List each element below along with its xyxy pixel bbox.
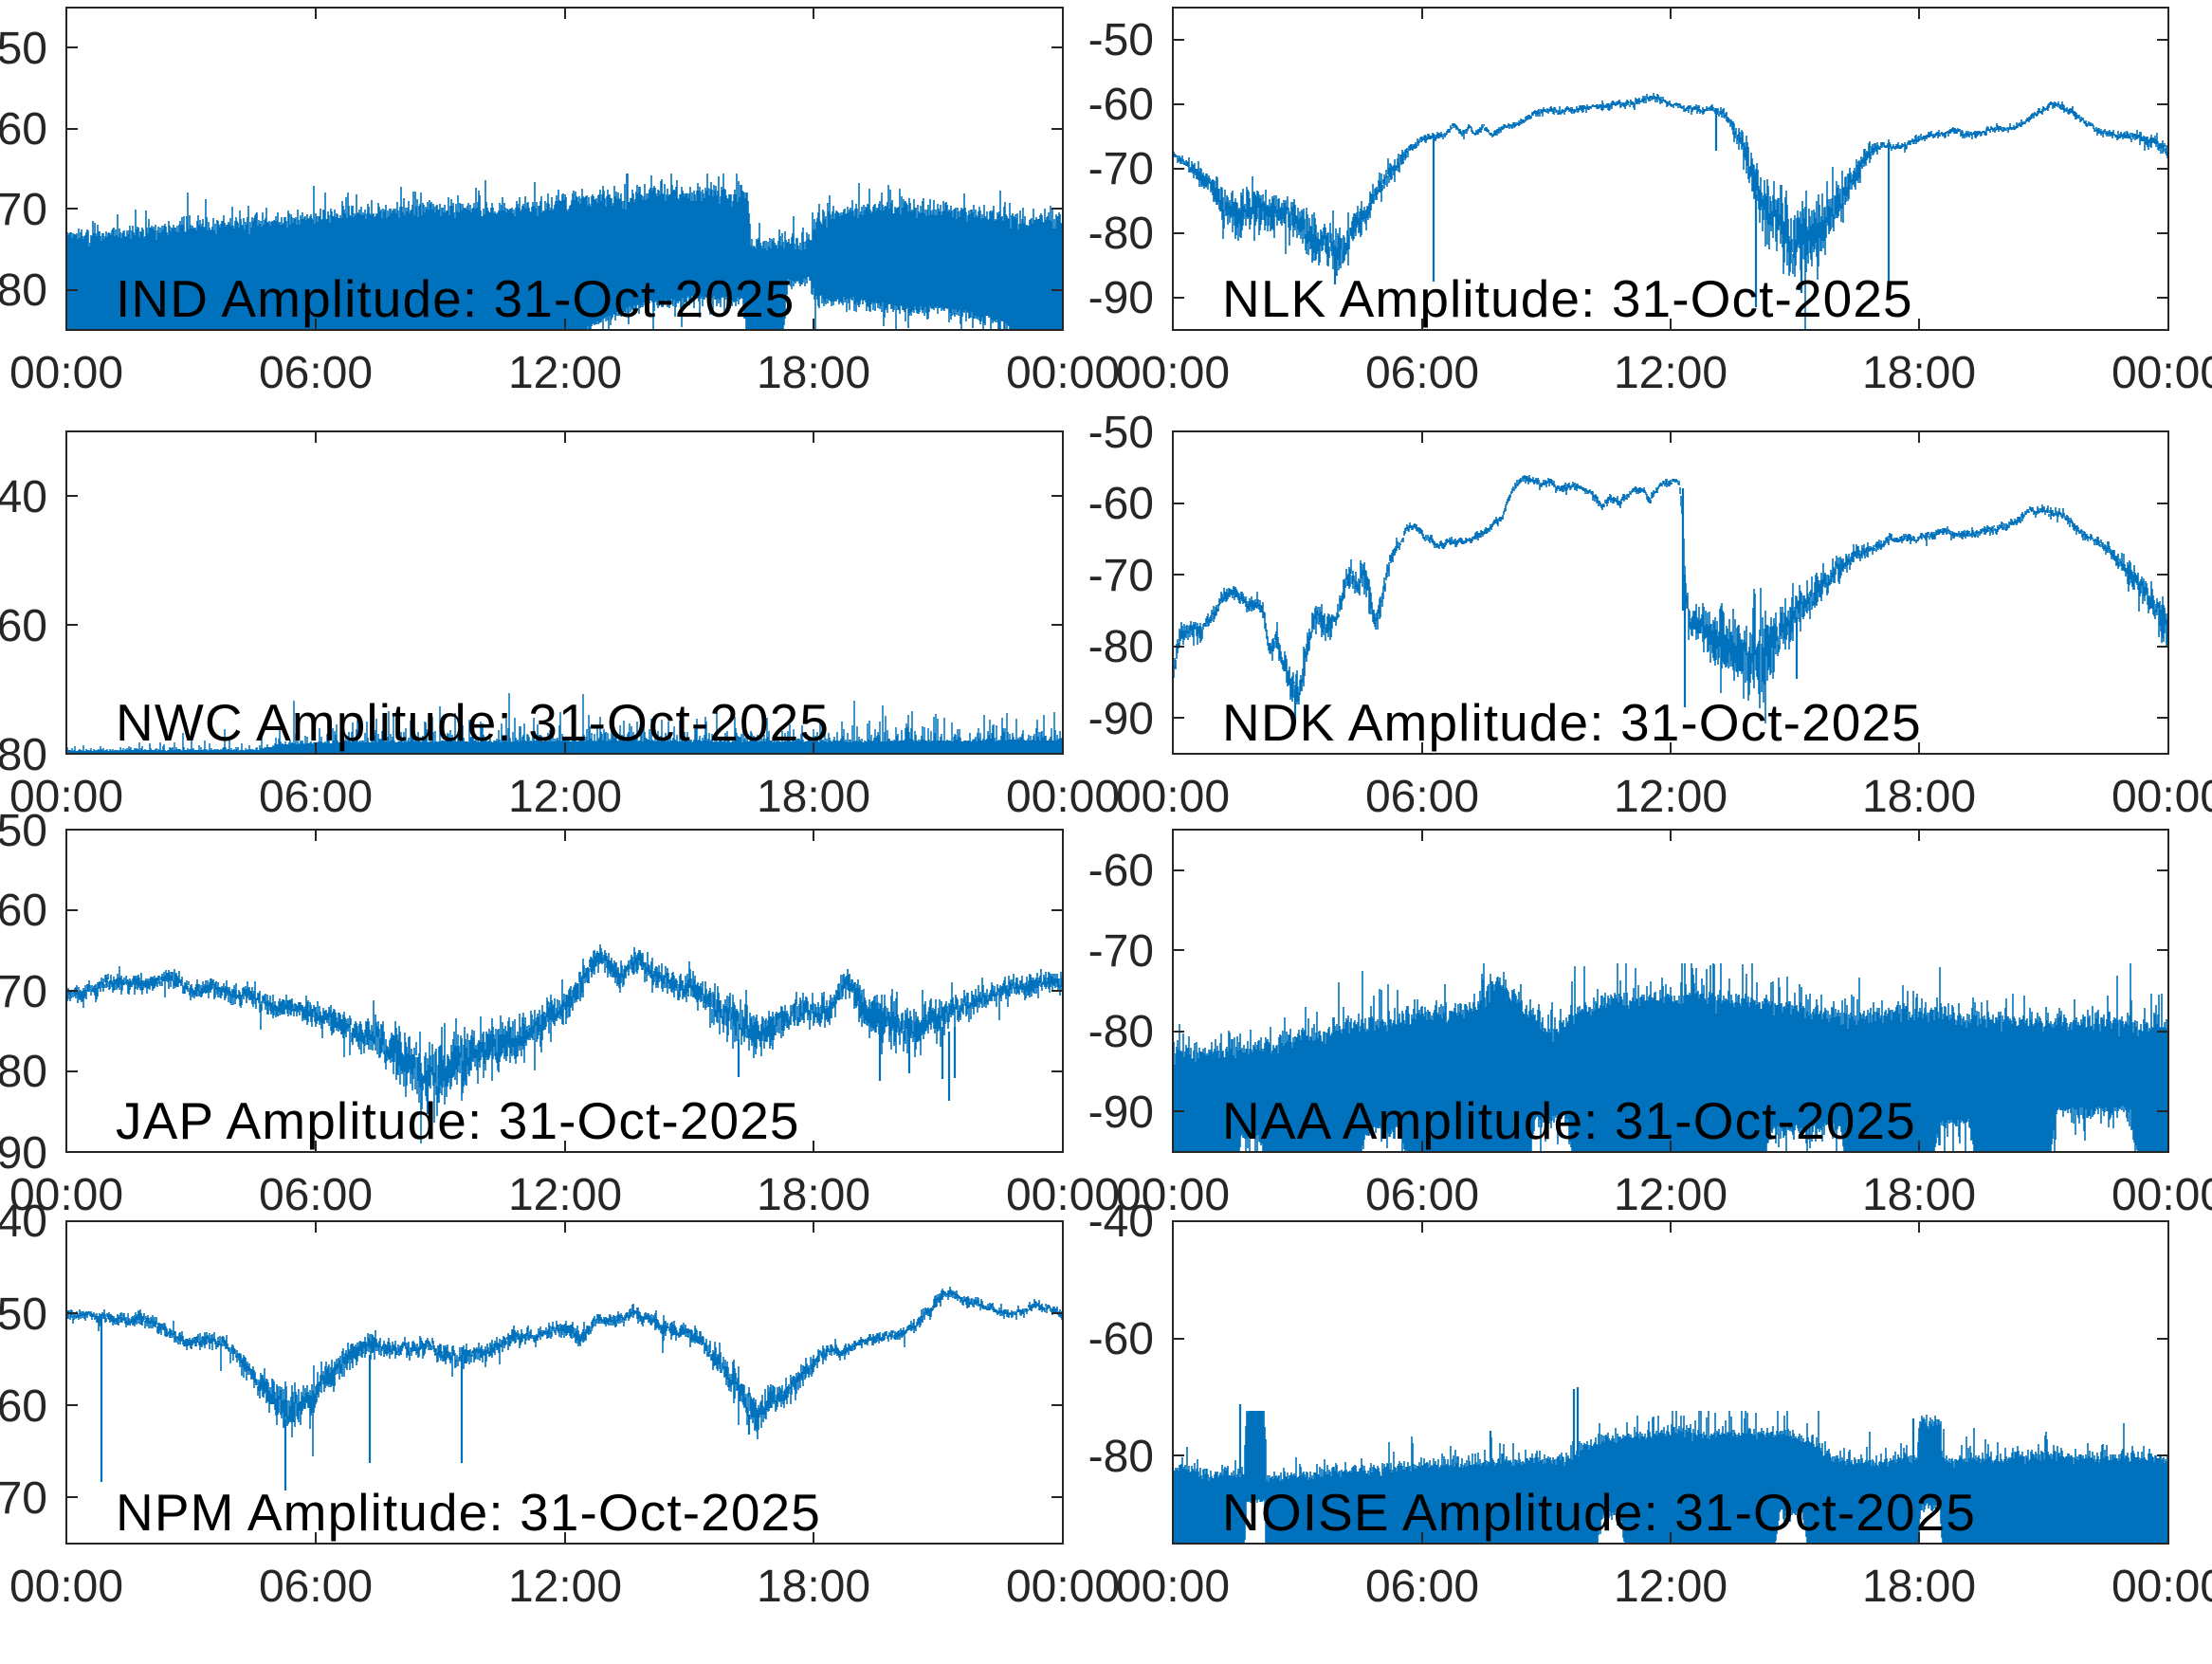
svg-text:-70: -70: [1088, 144, 1154, 194]
svg-text:18:00: 18:00: [1862, 348, 1976, 398]
svg-text:06:00: 06:00: [1365, 348, 1479, 398]
svg-text:IND Amplitude: 31-Oct-2025: IND Amplitude: 31-Oct-2025: [116, 269, 795, 328]
svg-text:-80: -80: [0, 730, 47, 780]
svg-text:06:00: 06:00: [259, 1170, 373, 1220]
svg-text:NWC Amplitude: 31-Oct-2025: NWC Amplitude: 31-Oct-2025: [116, 693, 830, 752]
svg-text:12:00: 12:00: [508, 1170, 622, 1220]
svg-text:-50: -50: [1088, 15, 1154, 65]
svg-text:-80: -80: [1088, 1007, 1154, 1057]
svg-text:NLK Amplitude: 31-Oct-2025: NLK Amplitude: 31-Oct-2025: [1222, 269, 1913, 328]
svg-text:-60: -60: [1088, 846, 1154, 896]
svg-text:-60: -60: [1088, 479, 1154, 529]
svg-text:00:00: 00:00: [1006, 1562, 1120, 1612]
svg-text:12:00: 12:00: [1614, 348, 1728, 398]
svg-text:18:00: 18:00: [1862, 772, 1976, 822]
svg-text:-90: -90: [1088, 694, 1154, 744]
svg-text:-50: -50: [1088, 408, 1154, 458]
svg-text:12:00: 12:00: [508, 772, 622, 822]
svg-text:18:00: 18:00: [757, 772, 870, 822]
svg-text:06:00: 06:00: [1365, 772, 1479, 822]
svg-text:-80: -80: [0, 1047, 47, 1097]
svg-text:06:00: 06:00: [259, 348, 373, 398]
svg-text:-60: -60: [0, 886, 47, 936]
svg-text:18:00: 18:00: [1862, 1562, 1976, 1612]
svg-text:-70: -70: [0, 1473, 47, 1524]
svg-text:00:00: 00:00: [1006, 772, 1120, 822]
svg-text:-40: -40: [0, 1197, 47, 1247]
svg-text:00:00: 00:00: [1006, 348, 1120, 398]
svg-text:00:00: 00:00: [2111, 348, 2212, 398]
svg-text:12:00: 12:00: [1614, 1562, 1728, 1612]
svg-text:NAA Amplitude: 31-Oct-2025: NAA Amplitude: 31-Oct-2025: [1222, 1091, 1916, 1150]
svg-text:18:00: 18:00: [1862, 1170, 1976, 1220]
svg-text:06:00: 06:00: [1365, 1170, 1479, 1220]
svg-text:00:00: 00:00: [1006, 1170, 1120, 1220]
svg-text:12:00: 12:00: [1614, 772, 1728, 822]
svg-text:-90: -90: [0, 1128, 47, 1179]
svg-text:-70: -70: [0, 967, 47, 1017]
svg-text:18:00: 18:00: [757, 348, 870, 398]
svg-text:00:00: 00:00: [1116, 1170, 1230, 1220]
svg-text:-70: -70: [1088, 551, 1154, 601]
svg-text:-60: -60: [0, 104, 47, 155]
svg-text:18:00: 18:00: [757, 1562, 870, 1612]
svg-text:-40: -40: [1088, 1197, 1154, 1247]
svg-text:-60: -60: [0, 601, 47, 651]
svg-text:-70: -70: [1088, 926, 1154, 977]
svg-text:18:00: 18:00: [757, 1170, 870, 1220]
svg-text:-80: -80: [1088, 209, 1154, 259]
svg-text:NDK Amplitude: 31-Oct-2025: NDK Amplitude: 31-Oct-2025: [1222, 693, 1922, 752]
svg-text:06:00: 06:00: [259, 1562, 373, 1612]
svg-text:-80: -80: [0, 265, 47, 316]
svg-text:-40: -40: [0, 472, 47, 522]
svg-text:-50: -50: [0, 1289, 47, 1340]
svg-text:12:00: 12:00: [508, 1562, 622, 1612]
svg-text:-50: -50: [0, 806, 47, 856]
svg-text:06:00: 06:00: [259, 772, 373, 822]
svg-text:-50: -50: [0, 24, 47, 74]
svg-text:-80: -80: [1088, 1432, 1154, 1482]
svg-text:NPM Amplitude: 31-Oct-2025: NPM Amplitude: 31-Oct-2025: [116, 1483, 821, 1542]
svg-text:NOISE Amplitude: 31-Oct-2025: NOISE Amplitude: 31-Oct-2025: [1222, 1483, 1976, 1542]
svg-text:-60: -60: [1088, 1314, 1154, 1364]
svg-text:00:00: 00:00: [9, 1562, 123, 1612]
svg-text:-60: -60: [1088, 80, 1154, 130]
svg-text:-90: -90: [1088, 273, 1154, 323]
svg-text:00:00: 00:00: [1116, 1562, 1230, 1612]
svg-text:-60: -60: [0, 1381, 47, 1432]
svg-text:06:00: 06:00: [1365, 1562, 1479, 1612]
svg-text:00:00: 00:00: [9, 348, 123, 398]
svg-text:00:00: 00:00: [1116, 772, 1230, 822]
svg-text:00:00: 00:00: [9, 1170, 123, 1220]
svg-text:00:00: 00:00: [2111, 1562, 2212, 1612]
svg-text:-70: -70: [0, 185, 47, 235]
svg-text:00:00: 00:00: [1116, 348, 1230, 398]
svg-text:JAP Amplitude: 31-Oct-2025: JAP Amplitude: 31-Oct-2025: [116, 1091, 800, 1150]
svg-text:-90: -90: [1088, 1088, 1154, 1138]
svg-text:00:00: 00:00: [2111, 1170, 2212, 1220]
svg-text:00:00: 00:00: [2111, 772, 2212, 822]
svg-text:00:00: 00:00: [9, 772, 123, 822]
svg-text:-80: -80: [1088, 622, 1154, 672]
svg-text:12:00: 12:00: [1614, 1170, 1728, 1220]
svg-text:12:00: 12:00: [508, 348, 622, 398]
